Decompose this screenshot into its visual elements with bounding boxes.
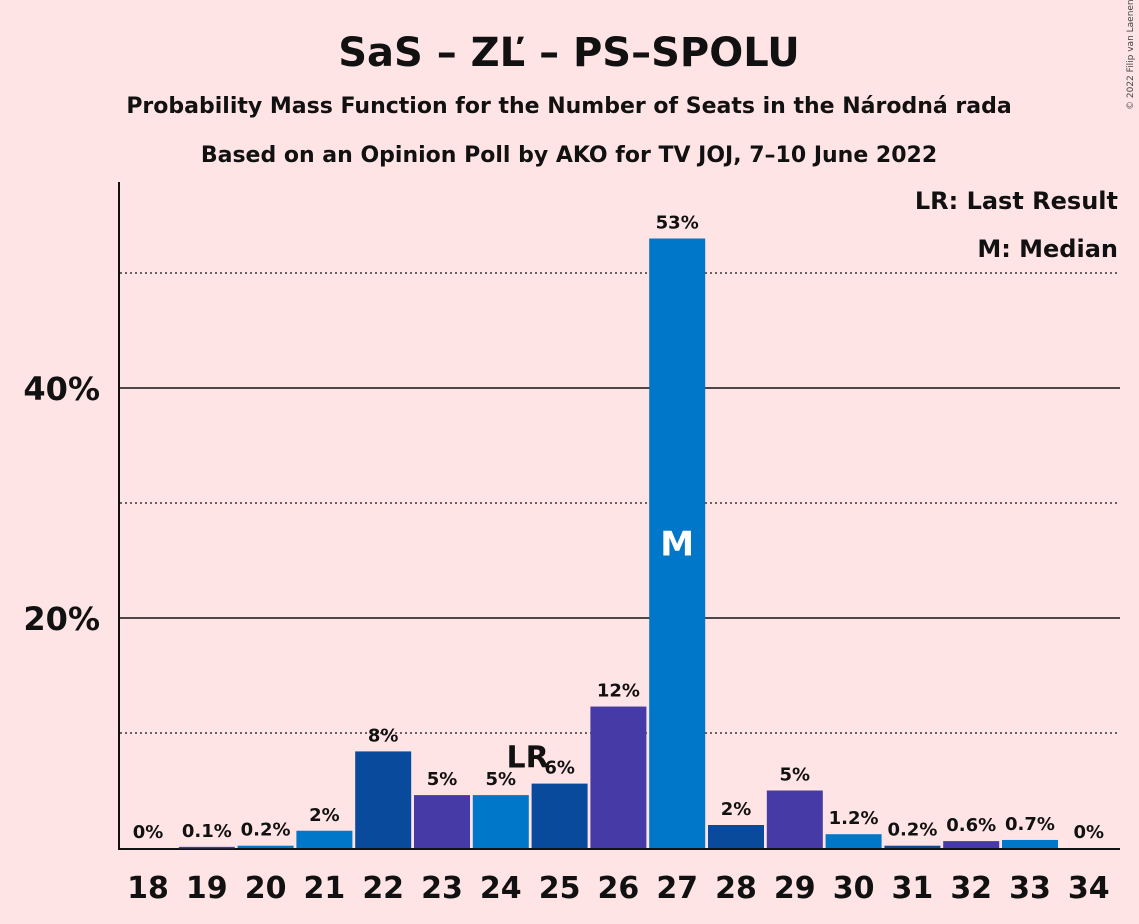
x-axis-ticks: 18 19 20 21 22 23 24 25 26 27 28 29 30 31 32 33 34 — [127, 871, 1110, 906]
bar-30 — [825, 834, 882, 848]
data-label-25: 6% — [544, 758, 575, 779]
x-tick-label-21: 21 — [304, 871, 346, 906]
x-tick-label-24: 24 — [480, 871, 522, 906]
bar-21 — [296, 830, 353, 848]
data-label-34: 0% — [1074, 822, 1105, 843]
x-tick-label-22: 22 — [362, 871, 404, 906]
legend-last-result: LR: Last Result — [915, 187, 1118, 215]
data-label-30: 1.2% — [829, 808, 879, 829]
x-tick-label-23: 23 — [421, 871, 463, 906]
bar-31 — [884, 845, 941, 848]
bar-26 — [590, 706, 647, 848]
data-label-33: 0.7% — [1005, 814, 1055, 835]
bars — [178, 238, 1058, 849]
x-tick-label-30: 30 — [833, 871, 875, 906]
x-tick-label-25: 25 — [539, 871, 581, 906]
data-label-21: 2% — [309, 805, 340, 826]
bar-25 — [531, 783, 588, 848]
bar-20 — [237, 845, 294, 848]
bar-32 — [943, 841, 1000, 848]
bar-24 — [472, 795, 529, 848]
legend-median: M: Median — [977, 235, 1118, 263]
x-tick-label-34: 34 — [1068, 871, 1110, 906]
x-tick-label-28: 28 — [715, 871, 757, 906]
data-label-31: 0.2% — [887, 820, 937, 841]
x-tick-label-19: 19 — [186, 871, 228, 906]
data-label-32: 0.6% — [946, 815, 996, 836]
bar-27 — [649, 238, 706, 848]
bar-19 — [178, 846, 235, 849]
data-label-28: 2% — [721, 799, 752, 820]
data-label-19: 0.1% — [182, 821, 232, 842]
y-tick-label-40: 40% — [23, 370, 100, 408]
x-tick-label-18: 18 — [127, 871, 169, 906]
bar-22 — [355, 751, 412, 848]
data-label-18: 0% — [133, 822, 164, 843]
data-label-27: 53% — [656, 213, 699, 234]
median-marker: M — [660, 524, 694, 564]
data-label-26: 12% — [597, 681, 640, 702]
x-tick-label-29: 29 — [774, 871, 816, 906]
bar-29 — [766, 790, 823, 848]
last-result-marker: LR — [506, 741, 548, 776]
data-labels: 0% 0.1% 0.2% 2% 8% 5% 5% 6%LR 12% 53% M 2% 5% 1.2% 0.2… — [133, 213, 1104, 844]
data-label-22: 8% — [368, 725, 399, 746]
gridlines — [120, 272, 1120, 734]
copyright-note: © 2022 Filip van Laenen — [1126, 0, 1136, 110]
bar-33 — [1002, 839, 1058, 848]
x-tick-label-31: 31 — [892, 871, 934, 906]
chart-title: SaS – ZĽ – PS–SPOLU — [338, 30, 800, 76]
y-axis-ticks: 20% 40% — [23, 370, 100, 638]
x-tick-label-33: 33 — [1009, 871, 1051, 906]
chart-subtitle-line-1: Probability Mass Function for the Number… — [126, 94, 1011, 119]
bar-23 — [414, 795, 470, 848]
x-tick-label-20: 20 — [245, 871, 287, 906]
x-tick-label-27: 27 — [656, 871, 698, 906]
chart-subtitle-line-2: Based on an Opinion Poll by AKO for TV J… — [201, 143, 937, 168]
data-label-24: 5% — [486, 769, 517, 790]
data-label-29: 5% — [780, 765, 811, 786]
data-label-23: 5% — [427, 769, 458, 790]
data-label-20: 0.2% — [241, 820, 291, 841]
bar-28 — [708, 825, 764, 848]
x-tick-label-32: 32 — [950, 871, 992, 906]
y-tick-label-20: 20% — [23, 600, 100, 638]
x-tick-label-26: 26 — [598, 871, 640, 906]
